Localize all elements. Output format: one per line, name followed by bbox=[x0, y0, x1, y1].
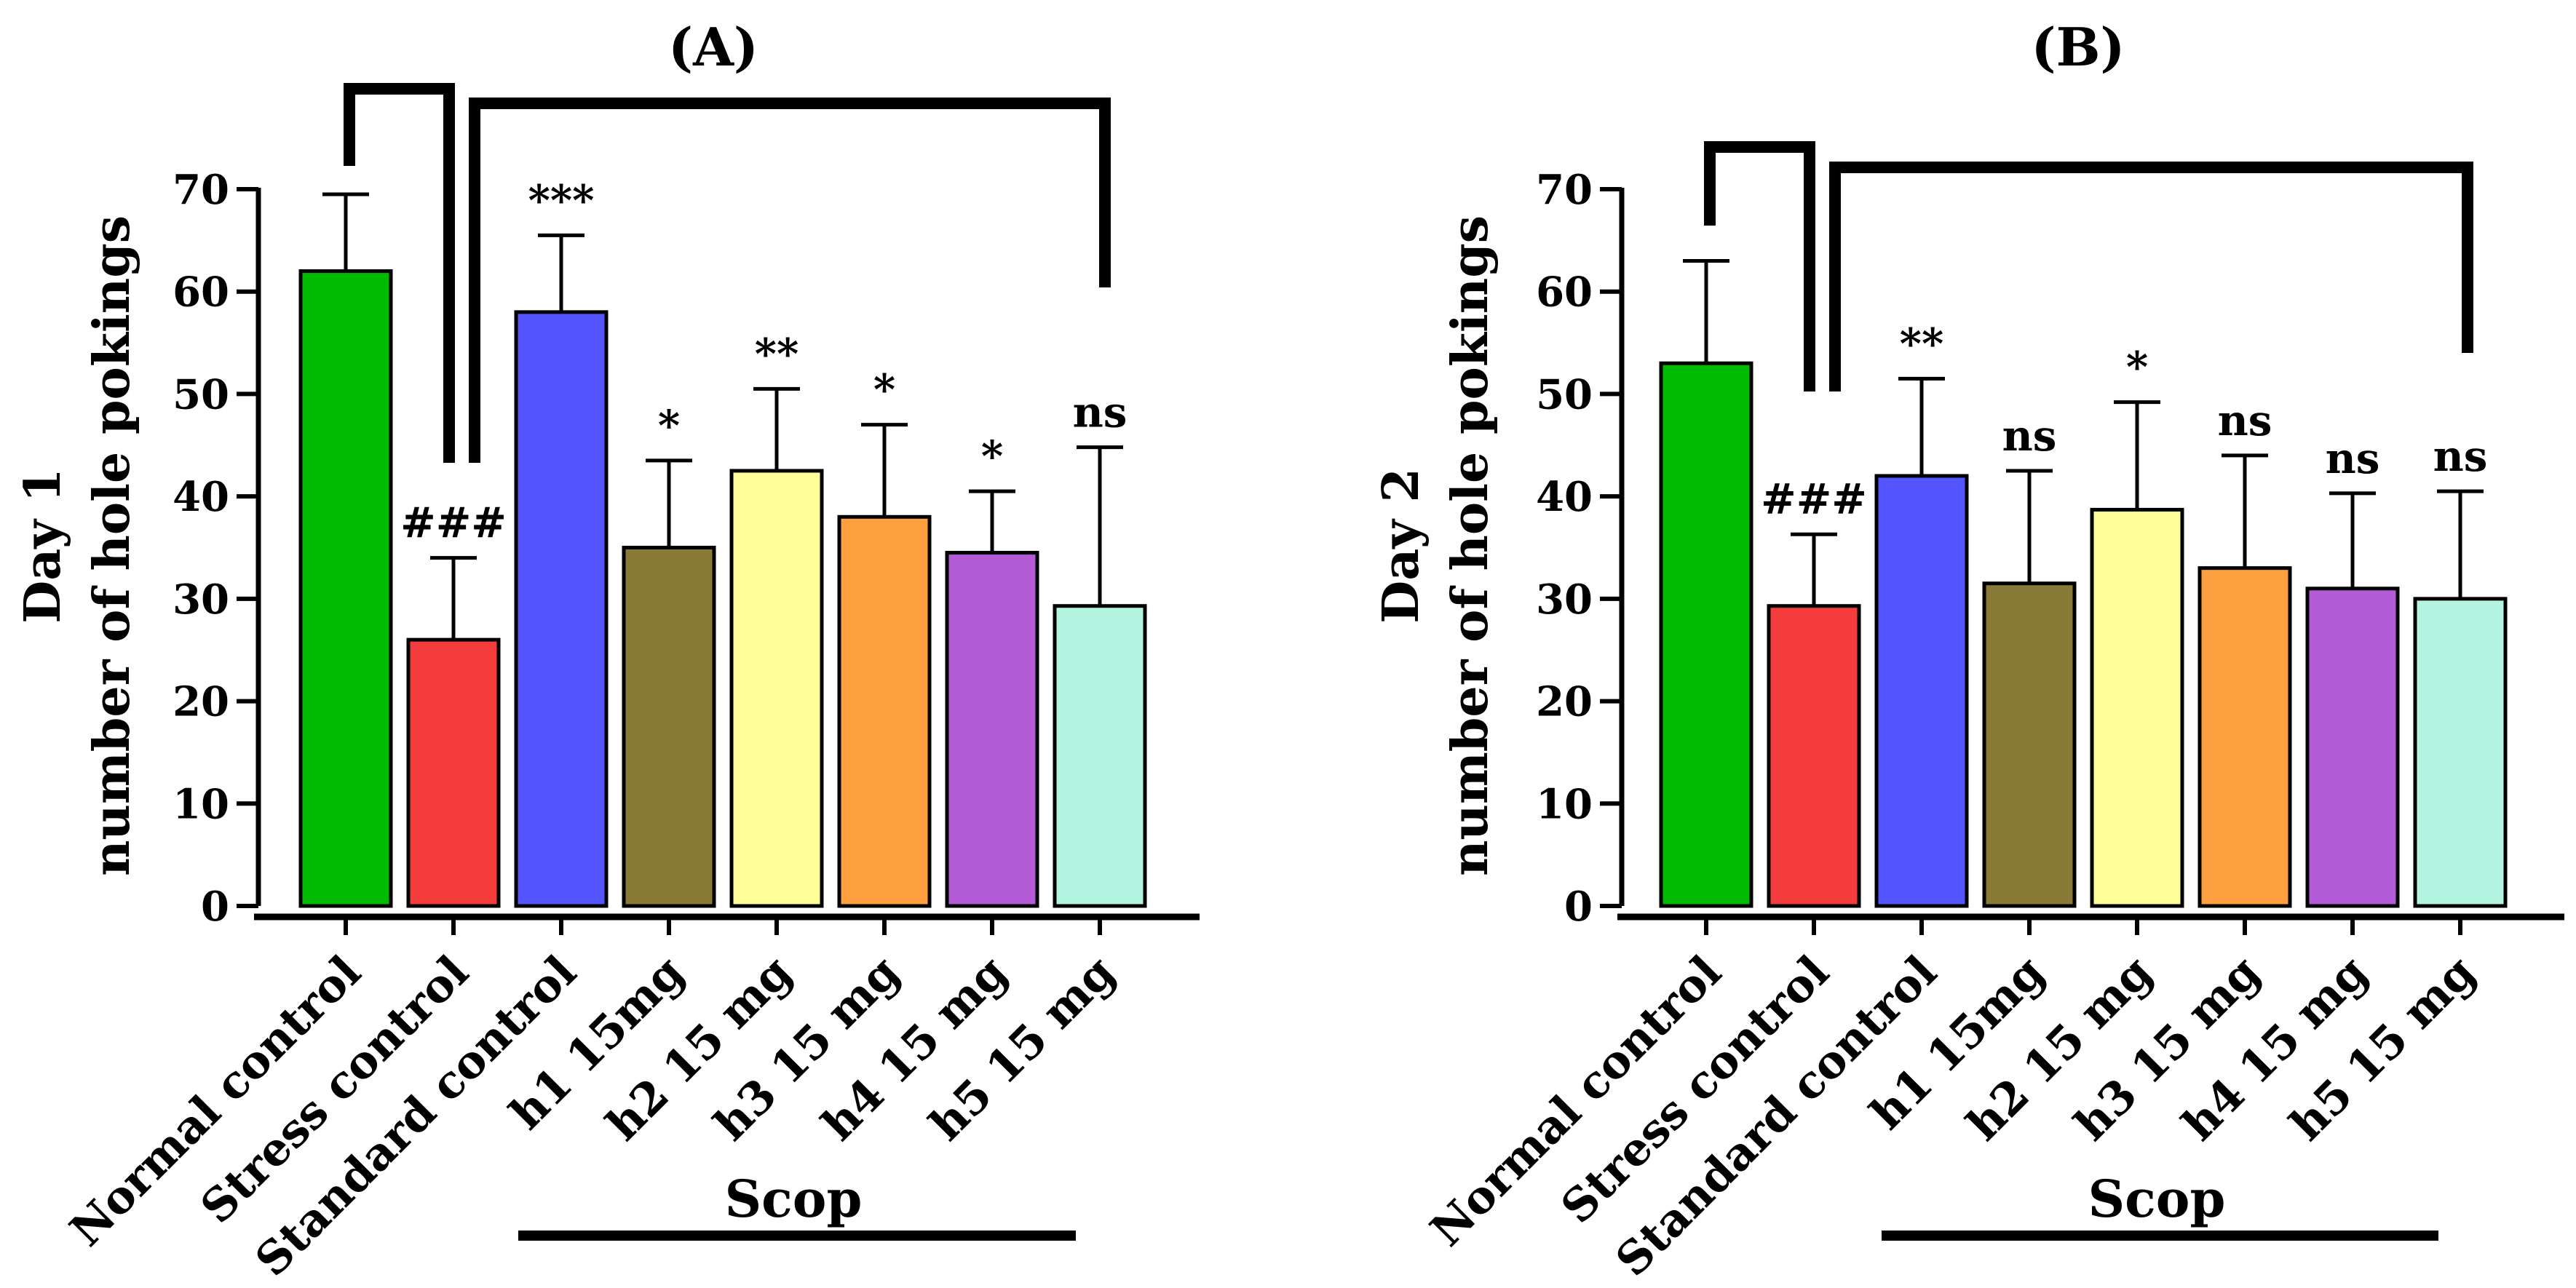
group-annotation: Scop bbox=[725, 1169, 863, 1229]
bar bbox=[729, 469, 824, 908]
y-tick-label: 40 bbox=[173, 473, 229, 521]
panel-b: (B) Day 2 number of hole pokings 0 10 20 30… bbox=[1372, 16, 2564, 1287]
bar bbox=[1874, 474, 1969, 908]
y-axis-title: Day 2 number of hole pokings bbox=[1372, 215, 1499, 876]
bar bbox=[514, 310, 609, 908]
significance-label: ns bbox=[2218, 396, 2272, 445]
panel-label: (A) bbox=[668, 16, 758, 78]
significance-label: ** bbox=[755, 329, 799, 378]
bar bbox=[1982, 581, 2077, 908]
y-tick-label: 50 bbox=[173, 370, 229, 418]
y-axis-title-line1: Day 2 bbox=[1372, 468, 1430, 624]
y-tick-label: 10 bbox=[173, 780, 229, 828]
group-annotation: Scop bbox=[2088, 1169, 2226, 1229]
significance-label: * bbox=[873, 365, 895, 415]
bar bbox=[1767, 604, 1861, 908]
panel-label: (B) bbox=[2032, 16, 2125, 78]
comparison-bracket bbox=[344, 83, 455, 463]
y-tick-label: 10 bbox=[1536, 780, 1593, 828]
group-label: Scop bbox=[725, 1169, 863, 1229]
y-axis-title: Day 1 number of hole pokings bbox=[14, 215, 141, 876]
bar bbox=[1659, 361, 1753, 908]
y-ticks: 0 10 20 30 40 50 60 70 bbox=[173, 166, 1200, 931]
y-axis-title-line2: number of hole pokings bbox=[83, 215, 141, 876]
y-tick-label: 0 bbox=[201, 883, 229, 931]
bar bbox=[1053, 604, 1147, 908]
significance-label: * bbox=[658, 401, 680, 450]
comparison-brackets bbox=[1704, 141, 2473, 391]
bar bbox=[2413, 597, 2508, 908]
significance-label: ns bbox=[2002, 411, 2057, 461]
y-tick-label: 40 bbox=[1536, 473, 1593, 521]
bar bbox=[406, 637, 501, 908]
significance-label: ### bbox=[400, 498, 507, 548]
y-tick-label: 70 bbox=[1536, 166, 1593, 214]
y-tick-label: 30 bbox=[173, 576, 229, 624]
bars: ### ** ns * ns ns ns bbox=[1659, 259, 2508, 935]
y-tick-label: 60 bbox=[173, 269, 229, 317]
y-tick-label: 50 bbox=[1536, 370, 1593, 418]
significance-label: ### bbox=[1761, 474, 1867, 524]
bar bbox=[298, 269, 393, 908]
bar bbox=[945, 551, 1039, 908]
comparison-bracket bbox=[1829, 162, 2473, 391]
y-tick-label: 20 bbox=[1536, 678, 1593, 726]
significance-label: ns bbox=[2433, 432, 2488, 481]
significance-label: ns bbox=[2326, 434, 2380, 483]
bar bbox=[837, 514, 932, 908]
y-axis-title-line1: Day 1 bbox=[14, 468, 72, 624]
comparison-bracket bbox=[469, 98, 1111, 463]
significance-label: * bbox=[2126, 343, 2148, 392]
comparison-bracket bbox=[1704, 141, 1815, 391]
y-tick-label: 60 bbox=[1536, 269, 1593, 317]
bar bbox=[622, 546, 716, 908]
y-tick-label: 20 bbox=[173, 678, 229, 726]
bar bbox=[2305, 587, 2400, 908]
significance-label: *** bbox=[528, 175, 595, 225]
group-label: Scop bbox=[2088, 1169, 2226, 1229]
bars: ###********ns bbox=[298, 175, 1147, 935]
y-tick-label: 70 bbox=[173, 166, 229, 214]
bar bbox=[2197, 566, 2292, 908]
significance-label: * bbox=[981, 432, 1003, 481]
significance-label: ** bbox=[1900, 319, 1944, 368]
y-axis-title-line2: number of hole pokings bbox=[1441, 215, 1499, 876]
panel-a: (A) Day 1 number of hole pokings 0 10 20 30… bbox=[14, 16, 1200, 1287]
bar bbox=[2090, 507, 2184, 908]
y-tick-label: 0 bbox=[1564, 883, 1593, 931]
significance-label: ns bbox=[1073, 388, 1128, 437]
y-tick-label: 30 bbox=[1536, 576, 1593, 624]
comparison-brackets bbox=[344, 83, 1111, 463]
y-ticks: 0 10 20 30 40 50 60 70 bbox=[1536, 166, 2564, 931]
